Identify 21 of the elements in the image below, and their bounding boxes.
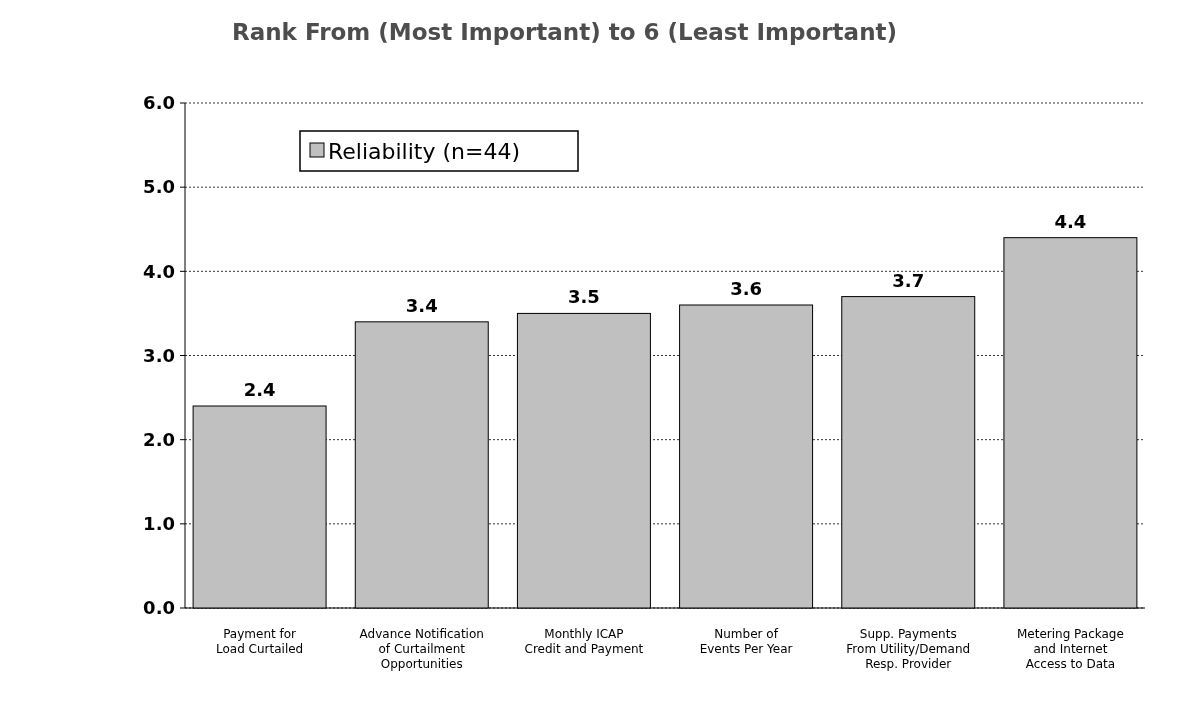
data-label: 3.5 [567,286,600,308]
y-tick-label: 5.0 [143,176,175,198]
data-label: 3.7 [892,269,925,291]
x-tick-label: Number of Events Per Year [699,627,793,656]
data-label: 3.6 [730,278,763,299]
y-tick-label: 0.0 [143,597,175,619]
y-tick-label: 6.0 [143,92,175,114]
y-tick-label: 4.0 [143,260,175,282]
y-tick-label: 3.0 [143,344,175,366]
x-tick-label: Monthly ICAP Credit and Payment [524,627,644,656]
x-tick-label: Advance Notification of Curtailment Opportunities [359,627,484,671]
chart-title: Rank From (Most Important) to 6 (Least Important) [232,19,898,45]
x-tick-label: Metering Package and Internet Access to Data [1016,627,1124,671]
x-tick-label: Payment for Load Curtailed [215,627,304,656]
data-label: 2.4 [243,379,276,400]
x-tick-label: Supp. Payments From Utility/Demand Resp. Provider [846,627,971,671]
data-label: 4.4 [1054,210,1087,232]
data-label: 3.4 [405,294,438,316]
legend-label: Reliability (n=44) [328,138,521,164]
y-tick-label: 2.0 [143,428,175,450]
y-tick-label: 1.0 [143,513,175,535]
